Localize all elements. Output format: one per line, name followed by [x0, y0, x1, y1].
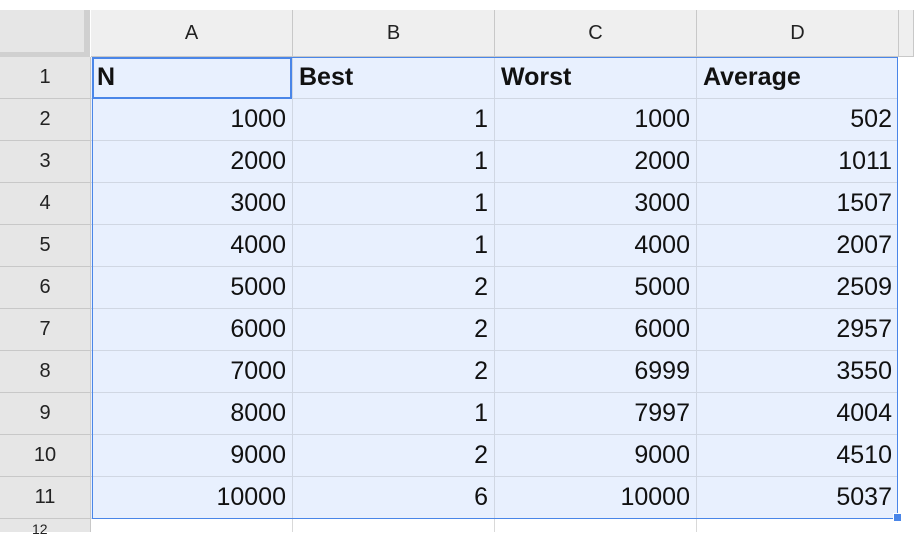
cell-d10[interactable]: 4510	[697, 435, 899, 477]
row-header-5[interactable]: 5	[0, 225, 91, 267]
column-e-cells[interactable]	[898, 57, 914, 532]
cell-d8[interactable]: 3550	[697, 351, 899, 393]
cell-d1[interactable]: Average	[697, 57, 899, 99]
cell-b3[interactable]: 1	[293, 141, 495, 183]
column-header-a[interactable]: A	[91, 10, 293, 57]
toolbar-edge	[0, 0, 914, 10]
frozen-row-handle[interactable]	[0, 52, 90, 57]
cell-c8[interactable]: 6999	[495, 351, 697, 393]
cell-a8[interactable]: 7000	[91, 351, 293, 393]
cell-a1[interactable]: N	[91, 57, 293, 99]
cell-b6[interactable]: 2	[293, 267, 495, 309]
cell-b8[interactable]: 2	[293, 351, 495, 393]
cell-d11[interactable]: 5037	[697, 477, 899, 519]
cell-d12[interactable]	[697, 519, 899, 532]
select-all-corner[interactable]	[0, 10, 88, 56]
cell-d9[interactable]: 4004	[697, 393, 899, 435]
row-header-7[interactable]: 7	[0, 309, 91, 351]
column-header-d[interactable]: D	[697, 10, 899, 57]
cell-d6[interactable]: 2509	[697, 267, 899, 309]
cell-c12[interactable]	[495, 519, 697, 532]
cell-d7[interactable]: 2957	[697, 309, 899, 351]
cell-c10[interactable]: 9000	[495, 435, 697, 477]
cell-a10[interactable]: 9000	[91, 435, 293, 477]
column-header-c[interactable]: C	[495, 10, 697, 57]
cell-c7[interactable]: 6000	[495, 309, 697, 351]
row-header-10[interactable]: 10	[0, 435, 91, 477]
cell-b9[interactable]: 1	[293, 393, 495, 435]
fill-handle[interactable]	[893, 513, 902, 522]
row-header-2[interactable]: 2	[0, 99, 91, 141]
cell-a5[interactable]: 4000	[91, 225, 293, 267]
row-header-11[interactable]: 11	[0, 477, 91, 519]
column-header-e[interactable]	[899, 10, 914, 57]
cell-c6[interactable]: 5000	[495, 267, 697, 309]
cell-a9[interactable]: 8000	[91, 393, 293, 435]
cell-b1[interactable]: Best	[293, 57, 495, 99]
cell-d2[interactable]: 502	[697, 99, 899, 141]
cell-c9[interactable]: 7997	[495, 393, 697, 435]
cell-a11[interactable]: 10000	[91, 477, 293, 519]
cell-c11[interactable]: 10000	[495, 477, 697, 519]
row-header-12[interactable]	[0, 519, 91, 532]
cell-b4[interactable]: 1	[293, 183, 495, 225]
row-header-1[interactable]: 1	[0, 57, 91, 99]
column-header-b[interactable]: B	[293, 10, 495, 57]
frozen-column-handle[interactable]	[84, 10, 90, 56]
cell-a3[interactable]: 2000	[91, 141, 293, 183]
cell-b5[interactable]: 1	[293, 225, 495, 267]
row-header-6[interactable]: 6	[0, 267, 91, 309]
cell-b7[interactable]: 2	[293, 309, 495, 351]
row-header-4[interactable]: 4	[0, 183, 91, 225]
cell-a7[interactable]: 6000	[91, 309, 293, 351]
cell-a4[interactable]: 3000	[91, 183, 293, 225]
cell-c5[interactable]: 4000	[495, 225, 697, 267]
row-header-12-label: 12	[32, 521, 48, 537]
cell-a6[interactable]: 5000	[91, 267, 293, 309]
cell-b12[interactable]	[293, 519, 495, 532]
row-header-3[interactable]: 3	[0, 141, 91, 183]
cell-a2[interactable]: 1000	[91, 99, 293, 141]
cell-b2[interactable]: 1	[293, 99, 495, 141]
row-header-9[interactable]: 9	[0, 393, 91, 435]
cell-d5[interactable]: 2007	[697, 225, 899, 267]
cell-c1[interactable]: Worst	[495, 57, 697, 99]
cell-b10[interactable]: 2	[293, 435, 495, 477]
row-header-8[interactable]: 8	[0, 351, 91, 393]
cell-b11[interactable]: 6	[293, 477, 495, 519]
cell-d4[interactable]: 1507	[697, 183, 899, 225]
cell-c4[interactable]: 3000	[495, 183, 697, 225]
cell-d3[interactable]: 1011	[697, 141, 899, 183]
cell-c2[interactable]: 1000	[495, 99, 697, 141]
cell-c3[interactable]: 2000	[495, 141, 697, 183]
cell-a12[interactable]	[91, 519, 293, 532]
